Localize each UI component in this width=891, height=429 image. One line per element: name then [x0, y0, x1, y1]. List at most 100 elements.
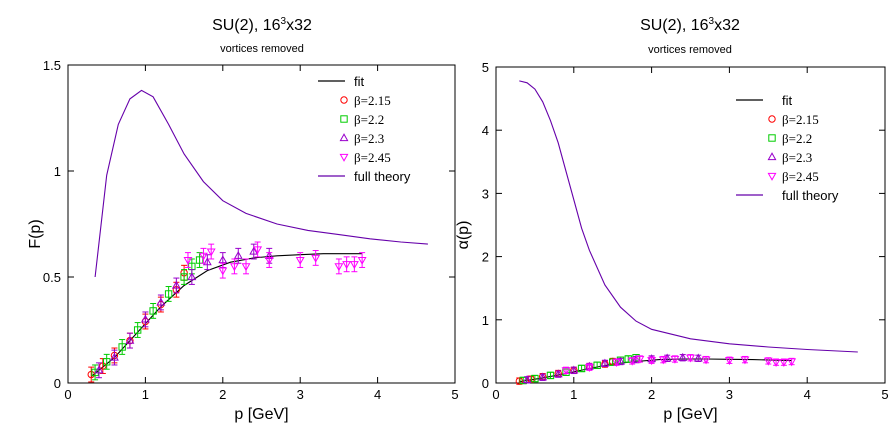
y-tick-label: 0	[482, 376, 489, 391]
data-point	[183, 256, 193, 265]
data-point	[538, 372, 548, 381]
data-point	[531, 374, 539, 383]
series-5	[519, 80, 858, 353]
chart-subtitle: vortices removed	[648, 44, 732, 56]
data-point	[218, 255, 228, 264]
data-point	[229, 263, 239, 272]
series-line	[90, 253, 363, 378]
y-tick-label: 2	[482, 250, 489, 265]
legend-label: β=2.15	[354, 93, 391, 108]
chart-title: SU(2), 163x32	[212, 16, 312, 34]
data-point	[103, 358, 111, 366]
data-point	[561, 367, 571, 376]
data-point	[771, 359, 781, 367]
plot-frame	[495, 66, 886, 384]
data-point	[349, 261, 359, 270]
data-point	[342, 261, 352, 270]
data-point	[218, 267, 228, 276]
legend: fit β=2.15 β=2.2 β=2.3 β=2.45 full theory	[736, 93, 839, 203]
data-point	[171, 280, 181, 289]
data-point	[569, 365, 579, 374]
legend-label: fit	[354, 74, 365, 89]
data-point	[187, 272, 197, 281]
x-tick-label: 5	[451, 387, 458, 402]
legend-marker	[339, 133, 349, 142]
chart-title-tail: x32	[714, 17, 740, 34]
data-point	[519, 376, 527, 385]
y-tick-label: 0	[54, 376, 61, 391]
legend-label: β=2.15	[782, 112, 819, 127]
series-4	[561, 354, 797, 376]
legend-marker	[767, 172, 777, 181]
data-point	[357, 256, 367, 265]
data-point	[133, 326, 142, 334]
y-tick-label: 1.5	[43, 58, 61, 73]
chart-title-sup: 3	[709, 16, 715, 27]
data-point	[553, 369, 563, 378]
chart-title-main: SU(2), 16	[212, 17, 281, 34]
x-tick-label: 0	[492, 387, 499, 402]
y-tick-label: 3	[482, 186, 489, 201]
data-point	[311, 254, 321, 263]
chart-title-main: SU(2), 16	[640, 17, 709, 34]
data-point	[125, 335, 135, 344]
y-tick-label: 4	[482, 123, 489, 138]
data-point	[334, 263, 344, 272]
legend-label: full theory	[782, 188, 839, 203]
data-point	[87, 370, 95, 379]
data-point	[241, 263, 251, 272]
data-point	[612, 359, 622, 367]
data-point	[787, 358, 797, 367]
data-point	[515, 377, 524, 385]
x-tick-label: 1	[570, 387, 577, 402]
data-point	[686, 354, 695, 363]
x-axis-label: p [GeV]	[663, 406, 717, 423]
legend-marker	[340, 115, 348, 123]
data-point	[724, 357, 734, 366]
x-tick-label: 3	[726, 387, 733, 402]
legend-label: fit	[782, 93, 793, 108]
y-tick-label: 5	[482, 60, 489, 75]
data-point	[233, 250, 243, 259]
chart-title: SU(2), 163x32	[640, 16, 740, 34]
x-tick-label: 3	[297, 387, 304, 402]
series-2	[91, 252, 204, 381]
data-point	[600, 358, 610, 367]
data-point	[740, 356, 750, 365]
data-point	[99, 362, 107, 370]
data-point	[94, 365, 104, 374]
data-point	[678, 352, 688, 361]
legend-label: β=2.3	[354, 131, 384, 146]
data-point	[658, 356, 668, 365]
data-point	[198, 252, 208, 261]
data-point	[670, 355, 680, 364]
legend-marker	[767, 152, 777, 161]
data-point	[763, 357, 773, 366]
legend-label: full theory	[354, 169, 411, 184]
series-line	[94, 89, 428, 278]
data-point	[624, 355, 632, 363]
series-2	[519, 354, 640, 385]
series-4	[183, 241, 367, 279]
y-tick-label: 1	[54, 164, 61, 179]
x-tick-label: 2	[219, 387, 226, 402]
data-point	[635, 355, 645, 364]
legend-label: β=2.45	[782, 169, 819, 184]
data-point	[149, 307, 157, 315]
legend-marker	[339, 153, 349, 162]
x-axis-label: p [GeV]	[234, 406, 288, 423]
series-3	[522, 352, 703, 384]
data-point	[779, 359, 789, 367]
data-point	[701, 356, 711, 365]
data-point	[206, 248, 216, 257]
legend-label: β=2.2	[354, 112, 384, 127]
data-point	[156, 297, 166, 306]
plot-frame	[67, 64, 456, 384]
data-point	[522, 375, 532, 383]
legend-label: β=2.2	[782, 131, 812, 146]
data-point	[264, 256, 274, 265]
data-point	[616, 356, 625, 365]
x-tick-label: 1	[142, 387, 149, 402]
